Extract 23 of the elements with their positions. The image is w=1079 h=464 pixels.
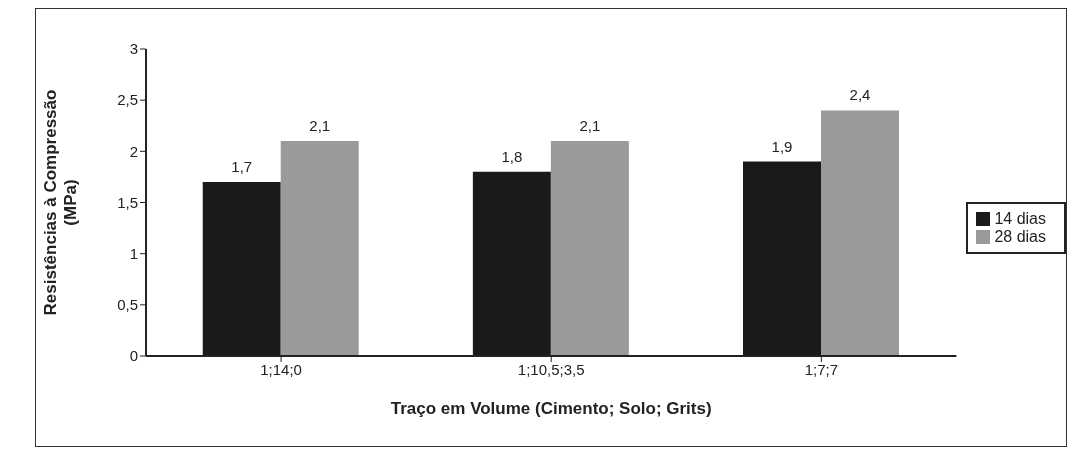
- legend-label: 14 dias: [994, 209, 1046, 227]
- x-axis-title: Traço em Volume (Cimento; Solo; Grits): [390, 399, 712, 418]
- legend-label: 28 dias: [994, 227, 1046, 245]
- y-axis-title: Resistências à Compressão (MPa): [41, 89, 80, 316]
- bar: [550, 141, 629, 356]
- y-tick-label: 1,5: [117, 193, 138, 211]
- bar: [821, 110, 899, 356]
- x-tick-label: 1;14;0: [260, 360, 302, 378]
- data-label: 1,8: [501, 147, 523, 165]
- y-tick-label: 0,5: [117, 296, 138, 314]
- data-label: 2,1: [579, 117, 601, 135]
- y-tick-label: 2: [129, 142, 138, 160]
- y-tick-label: 0: [129, 347, 138, 365]
- bar: [280, 141, 359, 356]
- y-tick-label: 3: [129, 40, 138, 58]
- data-label: 2,4: [849, 86, 871, 104]
- y-tick-label: 2,5: [117, 91, 138, 109]
- data-label: 1,7: [231, 158, 253, 176]
- x-tick-label: 1;10,5;3,5: [517, 360, 585, 378]
- x-tick-label: 1;7;7: [804, 360, 839, 378]
- data-label: 1,9: [771, 137, 793, 155]
- y-tick-label: 1: [129, 244, 138, 262]
- data-label: 2,1: [309, 117, 331, 135]
